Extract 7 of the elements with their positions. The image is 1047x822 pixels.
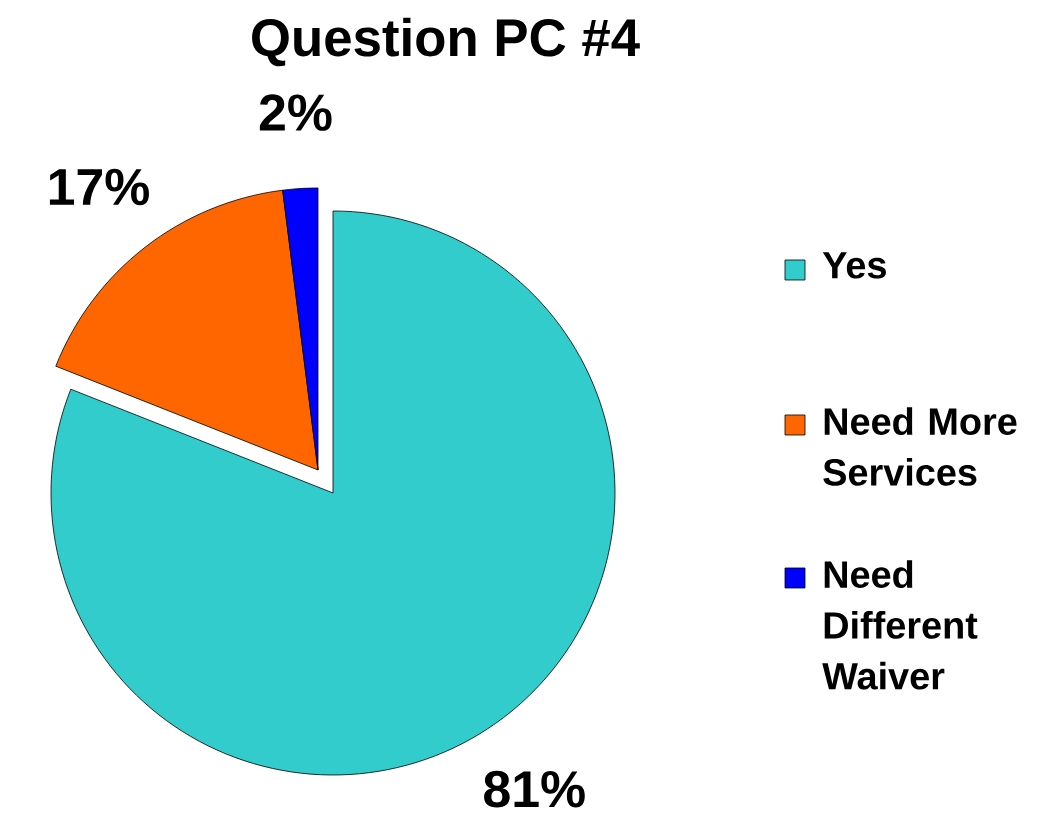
- data-label: 81%: [484, 770, 585, 808]
- data-label: 17%: [49, 168, 149, 206]
- legend-label: Need Different Waiver: [822, 560, 978, 690]
- legend-label: Yes: [822, 252, 886, 279]
- legend-label: Need More Services: [823, 407, 1017, 486]
- data-label: 2%: [259, 94, 332, 131]
- chart-title: Question PC #4: [252, 17, 640, 67]
